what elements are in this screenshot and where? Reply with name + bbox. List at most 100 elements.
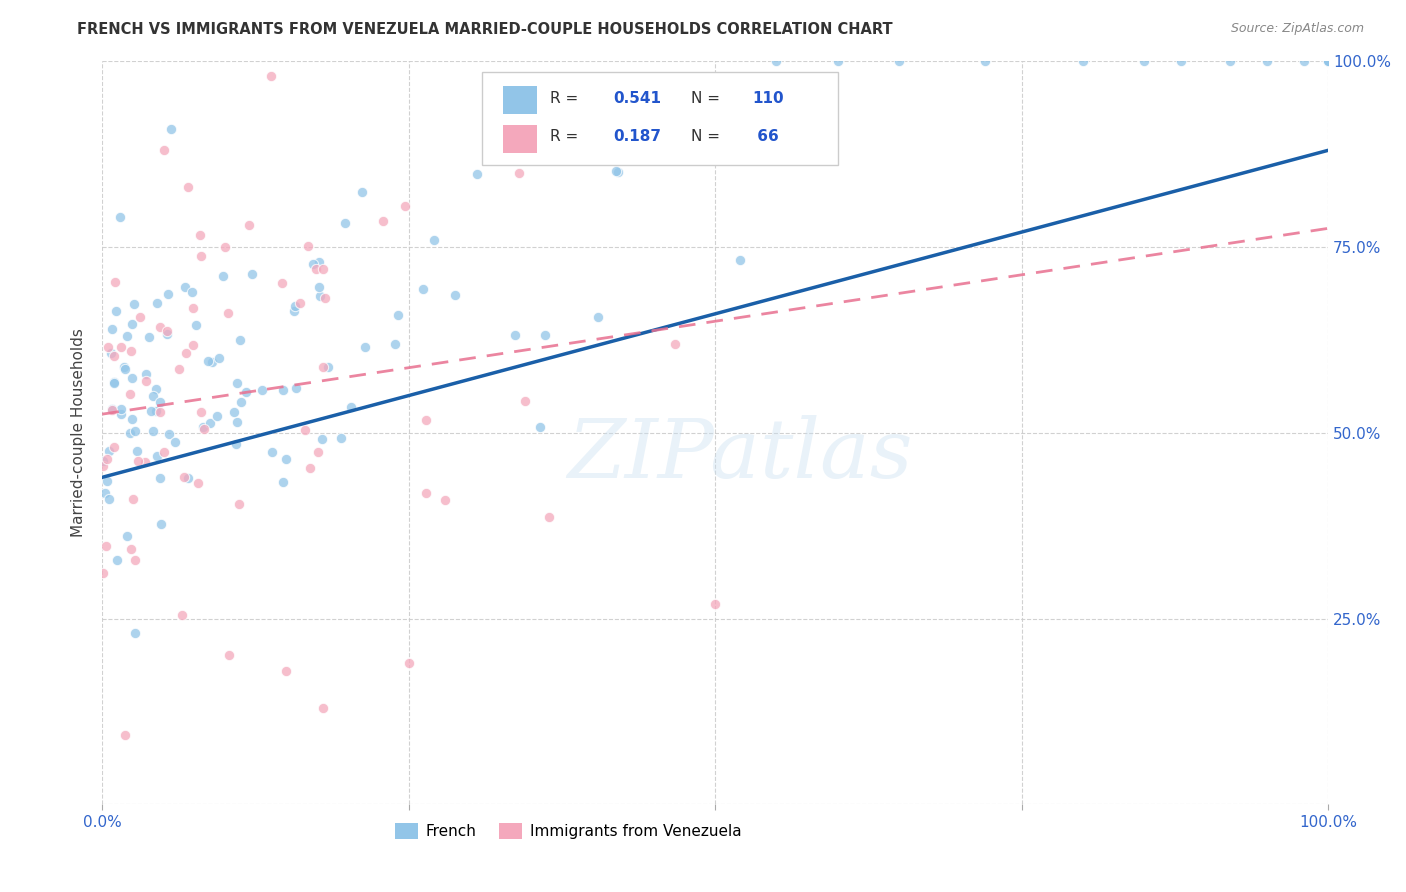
Point (503, 328, 526, 343)
Point (127, 454, 149, 468)
Point (122, 491, 145, 506)
Point (121, 371, 143, 385)
Point (121, 318, 143, 332)
Point (149, 320, 172, 334)
Point (96, 451, 118, 466)
Point (115, 328, 138, 343)
Point (434, 492, 457, 507)
Point (110, 401, 132, 416)
Point (312, 700, 335, 714)
Point (387, 308, 409, 322)
Point (152, 144, 174, 158)
Point (149, 471, 172, 485)
Point (515, 393, 537, 408)
Point (329, 431, 352, 445)
Point (298, 461, 321, 475)
Point (415, 486, 437, 500)
Point (271, 277, 294, 291)
Point (398, 656, 420, 670)
Point (104, 275, 127, 289)
Point (177, 180, 200, 194)
Point (973, 54, 995, 69)
Text: 0.187: 0.187 (613, 129, 661, 145)
Point (294, 424, 316, 438)
Point (508, 166, 530, 180)
Point (190, 249, 212, 263)
Point (238, 218, 260, 232)
Point (100, 346, 122, 360)
Text: N =: N = (690, 129, 724, 145)
Point (181, 338, 204, 352)
Point (103, 440, 125, 454)
Point (188, 227, 211, 242)
Text: R =: R = (550, 91, 583, 106)
Point (534, 328, 557, 343)
Point (307, 444, 329, 458)
Point (827, 54, 849, 69)
Point (350, 185, 373, 199)
Point (173, 469, 195, 483)
Point (201, 355, 224, 369)
Point (124, 297, 146, 311)
Point (124, 553, 146, 567)
Point (1317, 54, 1340, 69)
Point (150, 517, 173, 532)
Point (308, 289, 330, 303)
Point (412, 282, 434, 296)
Point (340, 400, 363, 414)
Point (101, 403, 124, 417)
Point (139, 403, 162, 417)
Point (305, 261, 328, 276)
Point (101, 322, 124, 336)
Point (190, 405, 212, 419)
Point (371, 213, 394, 227)
Point (228, 497, 250, 511)
Y-axis label: Married-couple Households: Married-couple Households (72, 328, 86, 537)
Point (274, 664, 297, 678)
Text: Source: ZipAtlas.com: Source: ZipAtlas.com (1230, 22, 1364, 36)
Point (120, 542, 142, 557)
Point (283, 304, 305, 318)
Point (1317, 54, 1340, 69)
Point (240, 267, 263, 281)
Point (110, 407, 132, 421)
Point (160, 122, 183, 136)
Point (146, 449, 169, 463)
Point (288, 296, 311, 310)
Point (214, 240, 236, 254)
Point (142, 425, 165, 439)
Point (114, 727, 136, 741)
Point (1317, 54, 1340, 69)
Point (120, 344, 142, 359)
Text: N =: N = (690, 91, 724, 106)
Point (231, 394, 253, 409)
Point (225, 376, 247, 391)
Point (224, 404, 246, 418)
Point (174, 346, 197, 360)
Point (1071, 54, 1094, 69)
Legend: French, Immigrants from Venezuela: French, Immigrants from Venezuela (388, 817, 748, 845)
Point (110, 341, 132, 355)
Point (250, 383, 273, 397)
Point (115, 528, 138, 542)
Text: FRENCH VS IMMIGRANTS FROM VENEZUELA MARRIED-COUPLE HOUSEHOLDS CORRELATION CHART: FRENCH VS IMMIGRANTS FROM VENEZUELA MARR… (77, 22, 893, 37)
Point (104, 303, 127, 318)
Point (314, 291, 336, 305)
Point (124, 424, 146, 438)
Point (664, 337, 686, 351)
Text: 0.541: 0.541 (613, 91, 661, 106)
Point (605, 164, 627, 178)
Point (153, 444, 176, 458)
Point (142, 389, 165, 403)
Point (311, 433, 333, 447)
Text: ZIPatlas: ZIPatlas (567, 415, 912, 495)
Point (538, 509, 561, 524)
Point (260, 445, 283, 459)
Point (335, 216, 357, 230)
Point (704, 597, 727, 611)
Point (728, 253, 751, 268)
Point (170, 608, 193, 623)
Text: 66: 66 (752, 129, 779, 145)
Point (271, 383, 294, 397)
Point (105, 553, 128, 567)
